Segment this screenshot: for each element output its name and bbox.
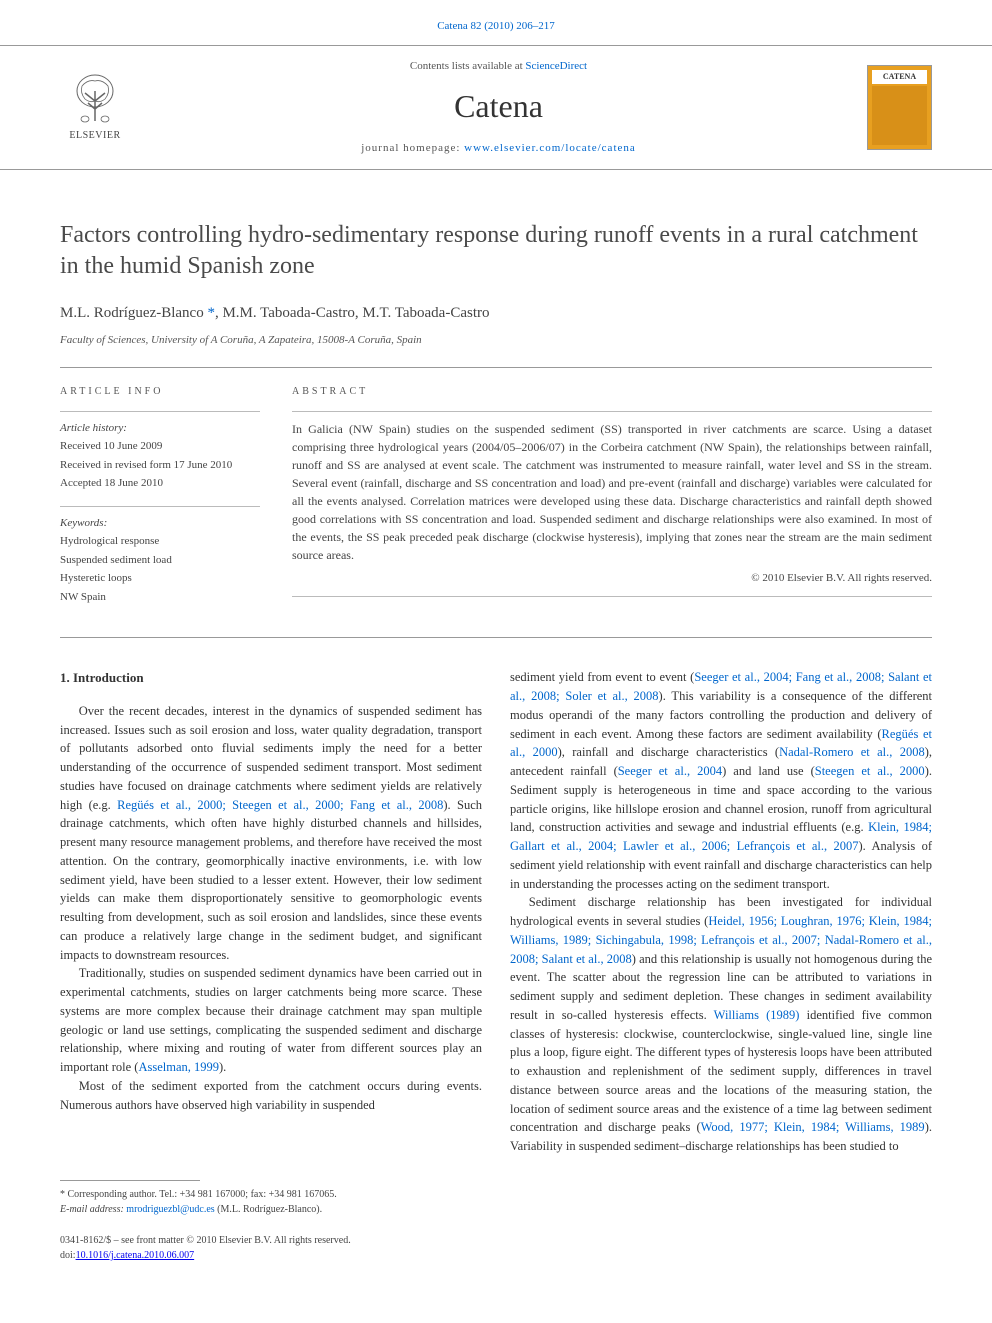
body-paragraph: sediment yield from event to event (Seeg… [510,668,932,893]
journal-masthead: ELSEVIER Contents lists available at Sci… [0,45,992,170]
revised-date: Received in revised form 17 June 2010 [60,457,260,474]
body-paragraph: Most of the sediment exported from the c… [60,1077,482,1115]
citation-header: Catena 82 (2010) 206–217 [0,0,992,45]
homepage-link[interactable]: www.elsevier.com/locate/catena [464,142,636,154]
article-history-block: Article history: Received 10 June 2009 R… [60,420,260,492]
doi-line: doi:10.1016/j.catena.2010.06.007 [60,1248,932,1263]
article-title: Factors controlling hydro-sedimentary re… [0,170,992,302]
body-paragraph: Traditionally, studies on suspended sedi… [60,964,482,1077]
journal-homepage: journal homepage: www.elsevier.com/locat… [130,140,867,157]
accepted-date: Accepted 18 June 2010 [60,475,260,492]
elsevier-logo: ELSEVIER [60,71,130,143]
sciencedirect-link[interactable]: ScienceDirect [525,60,587,72]
email-label: E-mail address: [60,1204,126,1215]
homepage-prefix: journal homepage: [361,142,464,154]
section-heading-intro: 1. Introduction [60,668,482,688]
keyword: Hydrological response [60,533,260,550]
abstract-heading: ABSTRACT [292,384,932,399]
received-date: Received 10 June 2009 [60,438,260,455]
keywords-block: Keywords: Hydrological response Suspende… [60,515,260,606]
article-info-column: ARTICLE INFO Article history: Received 1… [60,384,260,620]
body-columns: 1. Introduction Over the recent decades,… [0,638,992,1156]
body-column-right: sediment yield from event to event (Seeg… [510,668,932,1156]
article-info-heading: ARTICLE INFO [60,384,260,399]
elsevier-label: ELSEVIER [69,128,120,143]
abstract-copyright: © 2010 Elsevier B.V. All rights reserved… [292,570,932,587]
cover-thumb-label: CATENA [872,70,927,84]
affiliation: Faculty of Sciences, University of A Cor… [0,332,992,367]
corr-email-link[interactable]: mrodriguezbl@udc.es [126,1204,214,1215]
issn-copyright-line: 0341-8162/$ – see front matter © 2010 El… [60,1233,932,1248]
info-abstract-row: ARTICLE INFO Article history: Received 1… [0,368,992,638]
keyword: Suspended sediment load [60,552,260,569]
corr-author-contact: * Corresponding author. Tel.: +34 981 16… [60,1187,932,1202]
doi-label: doi: [60,1250,76,1261]
corr-author-email-line: E-mail address: mrodriguezbl@udc.es (M.L… [60,1202,932,1217]
contents-available: Contents lists available at ScienceDirec… [130,58,867,75]
cover-thumb-body [872,86,927,145]
body-paragraph: Over the recent decades, interest in the… [60,702,482,965]
authors-line: M.L. Rodríguez-Blanco *, M.M. Taboada-Ca… [0,302,992,333]
elsevier-tree-icon [70,71,120,126]
history-label: Article history: [60,420,260,437]
keywords-label: Keywords: [60,515,260,532]
journal-cover-thumbnail: CATENA [867,65,932,150]
body-column-left: 1. Introduction Over the recent decades,… [60,668,482,1156]
journal-name: Catena [130,82,867,130]
doi-link[interactable]: 10.1016/j.catena.2010.06.007 [76,1250,195,1261]
keyword: NW Spain [60,589,260,606]
abstract-text: In Galicia (NW Spain) studies on the sus… [292,420,932,564]
email-suffix: (M.L. Rodríguez-Blanco). [215,1204,322,1215]
masthead-center: Contents lists available at ScienceDirec… [130,58,867,157]
footer-bottom: 0341-8162/$ – see front matter © 2010 El… [0,1217,992,1283]
body-paragraph: Sediment discharge relationship has been… [510,893,932,1156]
contents-prefix: Contents lists available at [410,60,525,72]
abstract-column: ABSTRACT In Galicia (NW Spain) studies o… [292,384,932,620]
corresponding-author-note: * Corresponding author. Tel.: +34 981 16… [0,1156,992,1217]
keyword: Hysteretic loops [60,570,260,587]
